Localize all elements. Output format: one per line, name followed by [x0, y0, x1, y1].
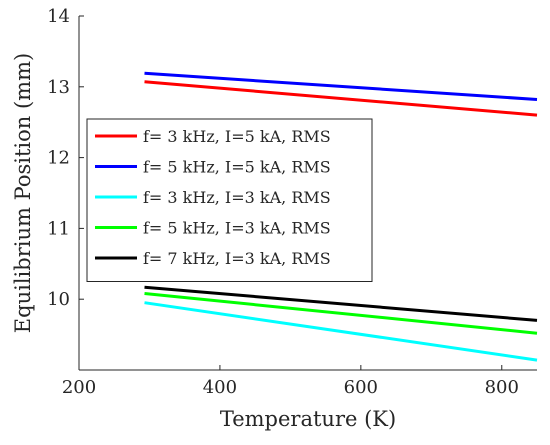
- legend-label: f= 3 kHz, I=5 kA, RMS: [143, 127, 331, 146]
- legend: f= 3 kHz, I=5 kA, RMS f= 5 kHz, I=5 kA, R…: [86, 118, 373, 282]
- series-line-4: [144, 292, 538, 335]
- y-tick-label: 14: [47, 6, 70, 27]
- x-axis-label: Temperature (K): [220, 407, 396, 431]
- y-tick-label: 11: [47, 218, 70, 239]
- legend-label: f= 3 kHz, I=3 kA, RMS: [143, 188, 331, 207]
- series-line-5: [144, 285, 538, 322]
- x-tick-label: 400: [203, 377, 237, 398]
- y-axis-label: Equilibrium Position (mm): [11, 53, 35, 333]
- legend-label: f= 5 kHz, I=3 kA, RMS: [143, 219, 331, 238]
- x-tick-label: 600: [344, 377, 378, 398]
- legend-box: [86, 118, 373, 282]
- axes: 200 400 600 800 10 11 12 13 14: [47, 6, 537, 398]
- series-line-1: [144, 80, 538, 117]
- legend-label: f= 5 kHz, I=5 kA, RMS: [143, 158, 331, 177]
- y-tick-label: 10: [47, 289, 70, 310]
- series-line-3: [144, 301, 538, 362]
- y-tick-label: 13: [47, 77, 70, 98]
- y-tick-label: 12: [47, 148, 70, 169]
- series-lines: [144, 71, 538, 362]
- x-tick-label: 200: [62, 377, 96, 398]
- legend-label: f= 7 kHz, I=3 kA, RMS: [143, 249, 331, 268]
- series-line-2: [144, 71, 538, 101]
- x-tick-label: 800: [485, 377, 519, 398]
